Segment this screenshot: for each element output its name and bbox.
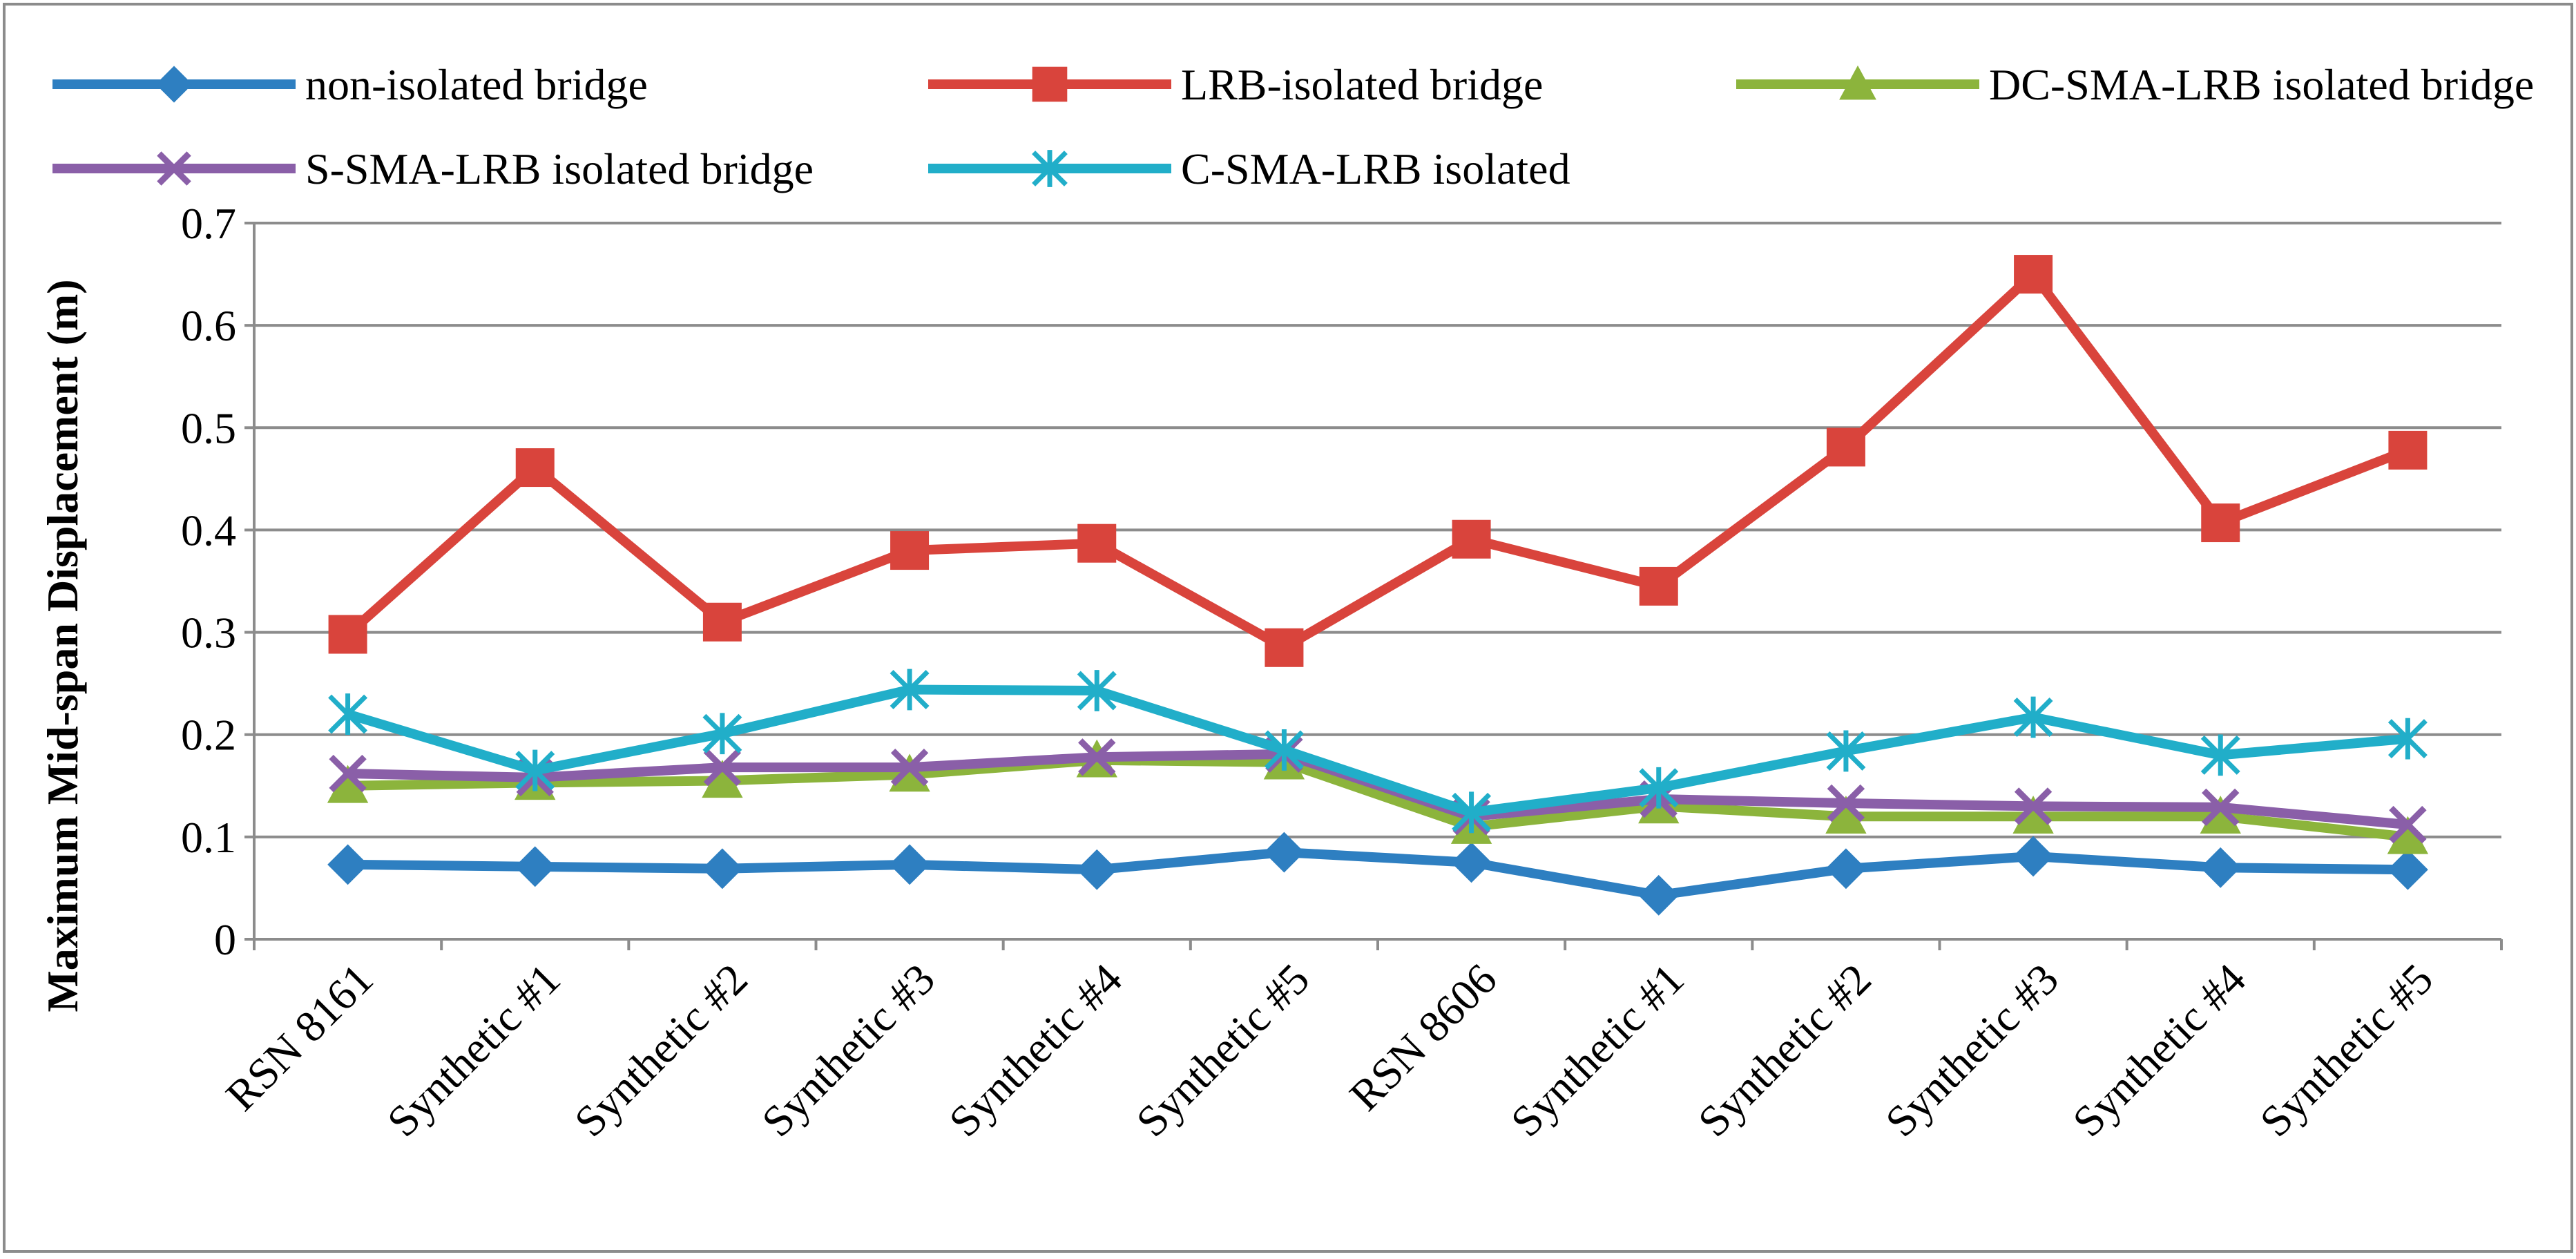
data-point (702, 848, 743, 890)
series-0 (327, 832, 2428, 916)
legend-item: LRB-isolated bridge (928, 60, 1543, 109)
data-point (157, 151, 191, 186)
data-point (155, 66, 193, 103)
legend-label: S-SMA-LRB isolated bridge (305, 144, 814, 193)
data-point (2387, 849, 2428, 890)
data-point (1825, 848, 1867, 890)
data-point (2201, 503, 2240, 543)
y-tick-label: 0.2 (181, 711, 236, 760)
chart-border (3, 3, 2573, 1253)
legend-label: DC-SMA-LRB isolated bridge (1989, 60, 2534, 109)
data-point (1839, 65, 1876, 100)
data-point (515, 448, 555, 488)
data-point (2014, 255, 2053, 294)
legend: non-isolated bridge LRB-isolated bridge DC… (52, 60, 2534, 193)
series-line (344, 269, 2410, 653)
legend-item: C-SMA-LRB isolated (928, 144, 1570, 193)
data-point (2387, 718, 2428, 760)
data-point (1032, 150, 1068, 187)
data-point (1639, 767, 1679, 809)
y-tick-label: 0.3 (181, 608, 236, 657)
data-point (2202, 788, 2240, 827)
data-point (890, 669, 930, 711)
y-tick-label: 0.5 (181, 403, 236, 452)
data-point (1032, 66, 1068, 102)
data-point (2200, 847, 2241, 888)
series-lines (327, 255, 2429, 916)
legend-item: DC-SMA-LRB isolated bridge (1736, 60, 2534, 109)
data-point (1264, 729, 1304, 771)
data-point (1451, 842, 1492, 883)
data-point (1639, 566, 1678, 606)
data-point (1638, 874, 1680, 916)
data-point (1826, 730, 1866, 772)
y-tick-label: 0.6 (181, 301, 236, 350)
series-1 (328, 255, 2428, 667)
data-point (2388, 430, 2428, 470)
series-4 (328, 669, 2428, 834)
data-point (2014, 787, 2053, 825)
y-axis-title: Maximum Mid-span Displacement (m) (38, 279, 87, 1012)
data-point (328, 615, 367, 654)
data-point (515, 749, 555, 791)
data-point (1077, 670, 1117, 711)
y-tick-label: 0 (214, 915, 236, 964)
data-point (1452, 791, 1492, 834)
data-point (1078, 738, 1116, 776)
legend-item: non-isolated bridge (52, 60, 648, 109)
y-tick-label: 0.1 (181, 813, 236, 862)
data-point (702, 602, 742, 642)
y-tick-label: 0.4 (181, 506, 236, 555)
legend-label: non-isolated bridge (305, 60, 648, 109)
data-point (1076, 849, 1117, 890)
data-point (1452, 519, 1491, 559)
data-point (889, 844, 930, 885)
series-line (347, 847, 2408, 901)
data-point (2389, 805, 2427, 844)
data-point (1077, 523, 1117, 563)
data-point (890, 748, 929, 787)
data-point (2200, 734, 2240, 776)
data-point (515, 846, 556, 887)
data-point (703, 748, 742, 787)
data-point (1264, 832, 1305, 873)
data-point (327, 844, 368, 885)
data-point (1265, 628, 1304, 667)
legend-label: C-SMA-LRB isolated (1181, 144, 1570, 193)
series-line (346, 684, 2409, 818)
data-point (2012, 836, 2054, 877)
data-point (890, 531, 930, 570)
data-point (1827, 784, 1865, 823)
data-point (2013, 696, 2053, 738)
data-point (328, 693, 368, 735)
data-point (702, 713, 742, 755)
legend-label: LRB-isolated bridge (1181, 60, 1543, 109)
data-point (329, 754, 367, 793)
data-point (1826, 427, 1865, 467)
series-line (347, 755, 2409, 842)
legend-item: S-SMA-LRB isolated bridge (52, 144, 814, 193)
y-tick-label: 0.7 (181, 199, 236, 248)
